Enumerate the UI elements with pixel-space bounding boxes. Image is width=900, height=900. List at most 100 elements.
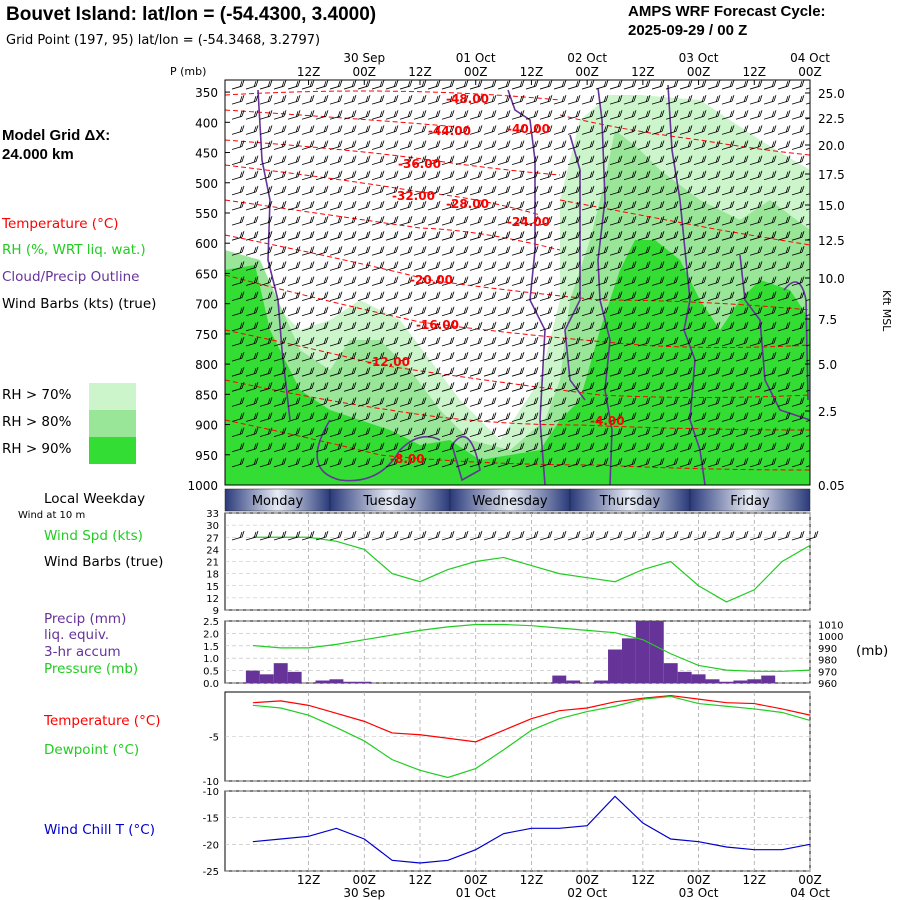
wind-barb <box>539 185 553 196</box>
wind-barb <box>287 170 301 181</box>
wind-barb <box>651 140 665 150</box>
wind-barb <box>497 336 511 347</box>
wind-barb <box>693 442 707 453</box>
wind-barb <box>301 215 315 226</box>
wind-barb <box>469 95 483 105</box>
precip-bar <box>343 681 358 683</box>
surface-wind-barb <box>511 530 525 541</box>
wind-barb <box>385 155 399 166</box>
wind-barb <box>539 427 553 438</box>
surface-wind-barb <box>707 530 721 541</box>
wind-barb <box>637 110 651 120</box>
wind-barb <box>343 291 357 302</box>
wind-barb <box>455 457 469 468</box>
wind-barb <box>721 442 735 453</box>
temperature-contour-label: -20.00 <box>410 273 453 287</box>
wind-barb <box>651 246 665 256</box>
precip-bar <box>273 663 288 683</box>
wind-barb <box>777 306 791 317</box>
wind-barb <box>287 246 301 256</box>
wind-barb <box>735 291 749 302</box>
wind-barb <box>483 397 497 407</box>
wind-barb <box>581 321 595 332</box>
wind-barb <box>301 155 315 166</box>
wind-barb <box>637 80 651 90</box>
wind-barb <box>567 321 581 332</box>
wind-barb <box>763 170 777 181</box>
wind-barb <box>385 427 399 438</box>
bottom-time-tick: 12Z <box>631 873 655 887</box>
wind-barb <box>763 185 777 196</box>
wind-barb <box>763 306 777 317</box>
wind-barb <box>231 215 245 226</box>
wind-barb <box>245 110 259 120</box>
wind-barb <box>315 185 329 196</box>
top-date-label: 03 Oct <box>679 51 719 65</box>
wind-barb <box>315 155 329 166</box>
wind-barb <box>623 397 637 407</box>
wind-barb <box>287 321 301 332</box>
wind-barb <box>357 110 371 120</box>
wind-barb <box>497 261 511 271</box>
wind-barb <box>427 155 441 166</box>
wind-barb <box>315 291 329 302</box>
temperature-contour-label: -16.00 <box>416 318 459 332</box>
wind-barb <box>553 336 567 347</box>
wind-barb <box>721 321 735 332</box>
wind-barb <box>721 382 735 392</box>
pressure-tick-label: 700 <box>195 298 218 312</box>
pressure-tick-label: 350 <box>195 86 218 100</box>
wind-barb <box>497 215 511 226</box>
wind-barb <box>441 246 455 256</box>
wind-barb <box>343 306 357 317</box>
wind-barb <box>525 170 539 181</box>
wind-barb <box>231 200 245 211</box>
wind-barb <box>329 95 343 105</box>
wind-barb <box>637 231 651 241</box>
wind-barb <box>539 291 553 302</box>
wind-barb <box>707 442 721 453</box>
wind-barb <box>357 382 371 392</box>
wind-barb <box>749 261 763 271</box>
bottom-date-label: 04 Oct <box>790 886 830 900</box>
wind-barb <box>315 427 329 438</box>
wind-barb <box>273 261 287 271</box>
wind-barb <box>511 246 525 256</box>
wind-barb <box>287 110 301 120</box>
surface-wind-barb <box>609 530 623 541</box>
wind-barb <box>581 185 595 196</box>
wind-barb <box>525 427 539 438</box>
wind-barb <box>721 185 735 196</box>
wind-barb <box>469 336 483 347</box>
wind-barb <box>791 427 805 438</box>
surface-wind-barb <box>763 530 777 541</box>
wind-barb <box>623 231 637 241</box>
wind-barb <box>539 382 553 392</box>
wind-barb <box>777 412 791 422</box>
wind-barb <box>581 382 595 392</box>
wind-barb <box>329 80 343 90</box>
wind-barb <box>581 291 595 302</box>
wind-barb <box>343 261 357 271</box>
wind-barb <box>791 170 805 181</box>
wind-barb <box>315 321 329 332</box>
temperature-contour-label: -32.00 <box>392 189 435 203</box>
height-axis-title: Kft MSL <box>880 290 893 332</box>
height-tick-label: 7.5 <box>818 313 837 327</box>
wind-barb <box>749 140 763 150</box>
wind-barb <box>469 246 483 256</box>
wind-barb <box>721 367 735 377</box>
wind-barb <box>427 140 441 150</box>
wind-barb <box>259 291 273 302</box>
wind-barb <box>749 80 763 90</box>
precip-bar <box>691 674 706 683</box>
cloud-outline <box>739 254 810 421</box>
wind-barb <box>427 125 441 135</box>
temperature-contour <box>225 109 471 129</box>
wind-barb <box>231 351 245 362</box>
surface-wind-barb <box>581 530 595 541</box>
wind-barb <box>469 397 483 407</box>
wind-barb <box>791 110 805 120</box>
wind-barb <box>455 276 469 286</box>
wind-barb <box>777 276 791 286</box>
